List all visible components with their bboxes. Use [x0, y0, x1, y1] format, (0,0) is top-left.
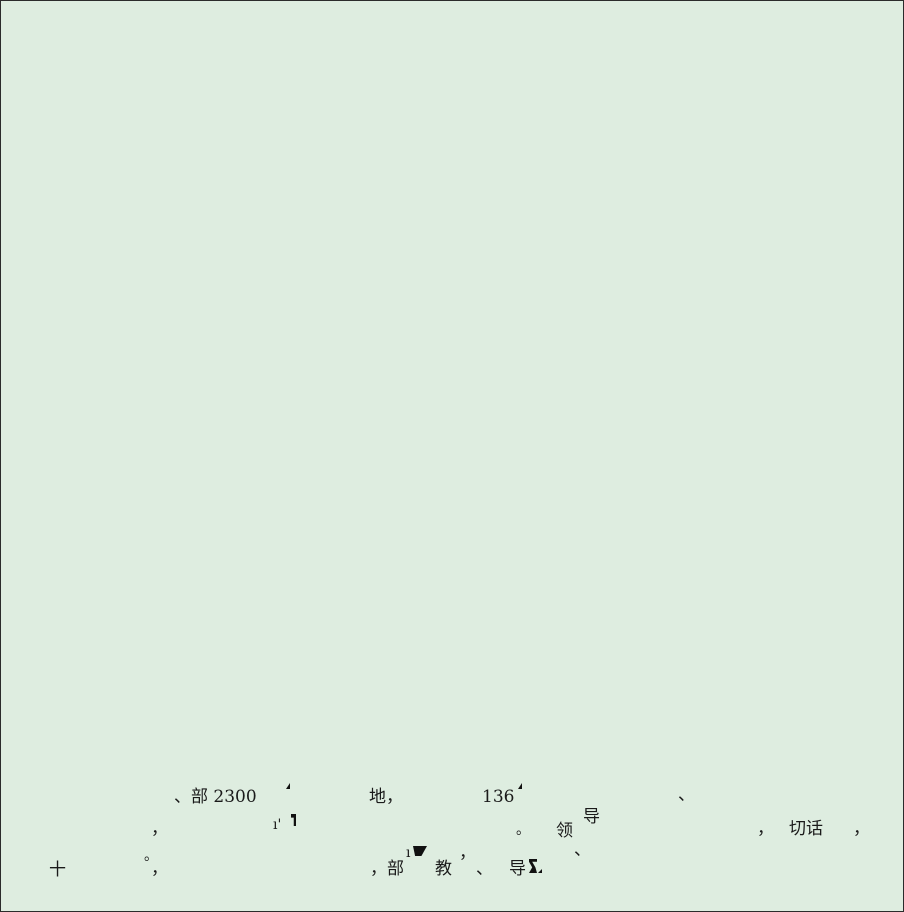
text-fragment-comma: ， [757, 819, 774, 839]
text-fragment-glyph: ı' [273, 817, 282, 833]
text-fragment-glyph: ı [406, 845, 411, 861]
text-fragment-qie-hua: 切话 [789, 819, 823, 839]
text-fragment-comma: ， [151, 819, 168, 839]
text-fragment-ling: 领 [556, 821, 573, 841]
text-fragment-dun: 、 [678, 785, 695, 805]
text-fragment-comma: ， [853, 819, 870, 839]
text-fragment-period: 。 [516, 822, 530, 838]
ink-mark [529, 859, 537, 873]
text-fragment-dun: 、 [476, 859, 493, 879]
ink-mark [518, 783, 522, 789]
text-fragment-jiao: 教 [435, 859, 452, 879]
text-fragment-136: 136 [482, 787, 515, 807]
ink-mark [286, 783, 290, 789]
text-fragment-comma: ， [151, 859, 168, 879]
text-fragment-di: 地， [369, 787, 403, 807]
text-fragment-dao: 导 [583, 807, 600, 827]
ink-mark [291, 814, 296, 826]
text-fragment-department-2300: 、部 2300 [174, 787, 257, 807]
text-fragment-dao: 导 [509, 859, 526, 879]
text-fragment-dun: 、 [574, 840, 591, 860]
text-fragment-comma: ， [459, 843, 476, 863]
text-fragment-shi: 十 [49, 860, 66, 880]
ink-mark [413, 846, 427, 856]
text-fragment-period: 。 [144, 848, 158, 864]
ink-mark [538, 869, 542, 873]
text-fragment-bu: ，部 [370, 859, 404, 879]
